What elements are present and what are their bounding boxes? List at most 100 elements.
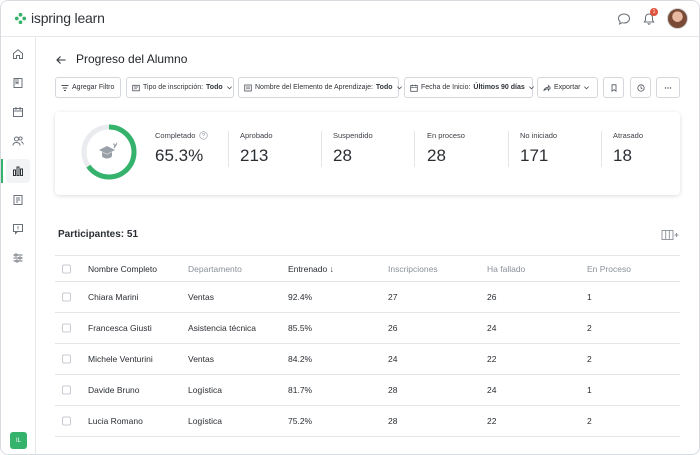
table-row[interactable]: Francesca Giusti Asistencia técnica 85.5… xyxy=(55,313,680,344)
stat-not-started-value: 171 xyxy=(520,146,549,165)
enrollment-icon xyxy=(132,84,140,91)
stat-approved: Aprobado 213 xyxy=(240,131,273,166)
calendar-icon xyxy=(13,107,23,117)
column-header-department[interactable]: Departamento xyxy=(188,263,242,274)
cell-name: Michele Venturini xyxy=(88,354,153,364)
sidebar-item-calendar[interactable] xyxy=(6,100,30,124)
cell-trained: 85.5% xyxy=(288,323,313,333)
cell-department: Logística xyxy=(188,416,223,426)
export-button[interactable]: Exportar xyxy=(537,77,598,98)
column-header-failed[interactable]: Ha fallado xyxy=(487,263,526,274)
back-arrow-icon[interactable] xyxy=(55,54,67,66)
logo-icon xyxy=(14,12,27,24)
cell-enrollments: 24 xyxy=(388,354,398,364)
stat-failed: Suspendido 28 xyxy=(333,131,373,166)
cell-department: Asistencia técnica xyxy=(188,323,257,333)
cell-in-progress: 2 xyxy=(587,354,592,364)
sidebar-item-content[interactable] xyxy=(6,71,30,95)
stat-approved-value: 213 xyxy=(240,146,269,165)
stat-failed-label: Suspendido xyxy=(333,131,373,140)
cell-name: Francesca Giusti xyxy=(88,323,152,333)
stat-approved-label: Aprobado xyxy=(240,131,273,140)
history-button[interactable] xyxy=(630,77,651,98)
bar-chart-icon xyxy=(13,166,23,176)
enrollment-type-label: Tipo de inscripción: xyxy=(143,84,204,91)
divider xyxy=(414,131,415,167)
sidebar-item-users[interactable] xyxy=(6,129,30,153)
cell-enrollments: 28 xyxy=(388,416,398,426)
stat-overdue-value: 18 xyxy=(613,146,632,165)
chevron-down-icon xyxy=(528,86,534,90)
row-checkbox[interactable] xyxy=(62,292,71,302)
stat-in-progress-label: En proceso xyxy=(427,131,465,140)
chat-icon[interactable] xyxy=(617,12,631,26)
chevron-down-icon xyxy=(584,86,590,90)
row-checkbox[interactable] xyxy=(62,354,71,364)
start-date-filter[interactable]: Fecha de Inicio: Últimos 90 días xyxy=(404,77,534,98)
graduation-cap-icon xyxy=(99,141,118,159)
top-bar: ispring learn 1 xyxy=(1,1,699,37)
enrollment-type-filter[interactable]: Tipo de inscripción: Todo xyxy=(126,77,234,98)
sidebar-item-settings[interactable] xyxy=(6,246,30,270)
sidebar-item-home[interactable] xyxy=(6,42,30,66)
column-header-name[interactable]: Nombre Completo xyxy=(88,263,157,274)
table-row[interactable]: Lucia Romano Logística 75.2% 28 22 2 xyxy=(55,406,680,437)
cell-failed: 22 xyxy=(487,354,497,364)
chevron-down-icon xyxy=(226,86,232,90)
bookmark-button[interactable] xyxy=(603,77,624,98)
cell-name: Davide Bruno xyxy=(88,385,140,395)
users-icon xyxy=(12,136,24,146)
row-checkbox[interactable] xyxy=(62,385,71,395)
start-date-value: Últimos 90 días xyxy=(473,84,525,91)
cell-department: Logística xyxy=(188,385,223,395)
row-checkbox[interactable] xyxy=(62,416,71,426)
sliders-icon xyxy=(13,253,23,263)
select-all-checkbox[interactable] xyxy=(62,264,71,273)
page-title: Progreso del Alumno xyxy=(76,52,188,66)
cell-failed: 26 xyxy=(487,292,497,302)
logo[interactable]: ispring learn xyxy=(14,10,105,26)
stat-completed: Completado 65.3% xyxy=(155,131,209,166)
stat-overdue: Atrasado 18 xyxy=(613,131,643,166)
sidebar-item-tasks[interactable] xyxy=(6,188,30,212)
message-icon xyxy=(13,224,23,235)
learning-element-filter[interactable]: Nombre del Elemento de Aprendizaje: Todo xyxy=(238,77,402,98)
cell-enrollments: 26 xyxy=(388,323,398,333)
cell-in-progress: 2 xyxy=(587,323,592,333)
cell-in-progress: 1 xyxy=(587,385,592,395)
column-header-enrollments[interactable]: Inscripciones xyxy=(388,263,438,274)
table-row[interactable]: Davide Bruno Logística 81.7% 28 24 1 xyxy=(55,375,680,406)
table-header: Nombre Completo Departamento Entrenado ↓… xyxy=(55,255,680,282)
clock-icon xyxy=(636,83,645,92)
cell-failed: 24 xyxy=(487,385,497,395)
logo-text: ispring learn xyxy=(31,10,105,26)
stat-not-started: No iniciado 171 xyxy=(520,131,557,166)
help-icon[interactable] xyxy=(199,131,209,140)
user-badge[interactable]: IL xyxy=(10,432,27,449)
calendar-icon xyxy=(410,84,418,92)
enrollment-type-value: Todo xyxy=(206,84,223,91)
column-header-in-progress[interactable]: En Proceso xyxy=(587,263,631,274)
document-icon xyxy=(244,84,252,91)
sidebar-item-messages[interactable] xyxy=(6,217,30,241)
stat-in-progress-value: 28 xyxy=(427,146,446,165)
cell-enrollments: 27 xyxy=(388,292,398,302)
stat-completed-value: 65.3% xyxy=(155,146,204,165)
add-filter-button[interactable]: Agregar Filtro xyxy=(55,77,121,98)
cell-department: Ventas xyxy=(188,292,214,302)
avatar[interactable] xyxy=(667,8,688,29)
sidebar-item-reports[interactable] xyxy=(6,159,30,183)
table-row[interactable]: Michele Venturini Ventas 84.2% 24 22 2 xyxy=(55,344,680,375)
start-date-label: Fecha de Inicio: xyxy=(421,84,471,91)
bookmark-icon xyxy=(611,83,616,92)
table-row[interactable]: Chiara Marini Ventas 92.4% 27 26 1 xyxy=(55,282,680,313)
column-settings-icon[interactable] xyxy=(661,229,681,241)
cell-failed: 24 xyxy=(487,323,497,333)
stat-not-started-label: No iniciado xyxy=(520,131,558,140)
column-header-trained[interactable]: Entrenado ↓ xyxy=(288,263,334,274)
chevron-down-icon xyxy=(396,86,402,90)
task-icon xyxy=(13,195,23,205)
more-options-button[interactable] xyxy=(656,77,680,98)
row-checkbox[interactable] xyxy=(62,323,71,333)
